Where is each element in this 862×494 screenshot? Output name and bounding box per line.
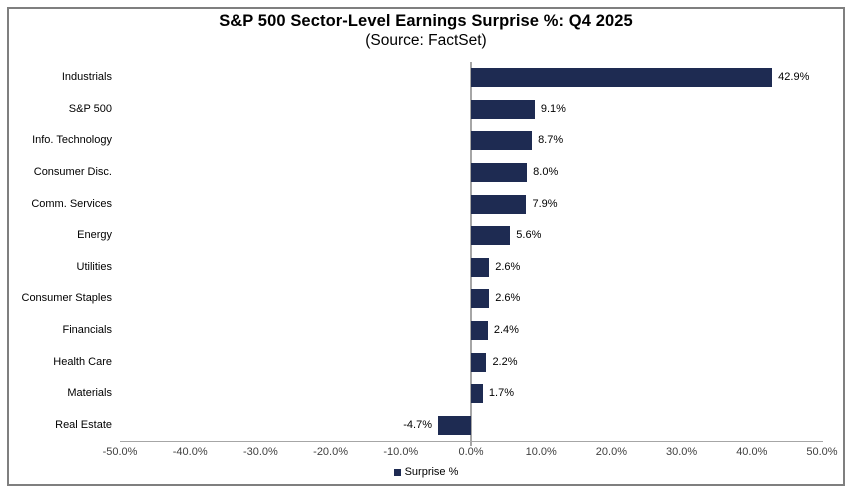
x-tick-label: 30.0% xyxy=(665,446,698,458)
bar xyxy=(471,163,528,183)
x-tick-label: 20.0% xyxy=(595,446,627,458)
value-label: 2.6% xyxy=(495,260,521,273)
value-label: 2.4% xyxy=(493,323,519,336)
bar xyxy=(471,99,535,119)
category-label: Real Estate xyxy=(55,418,112,431)
category-label: Industrials xyxy=(61,71,112,84)
bar xyxy=(471,226,511,246)
value-label: 7.9% xyxy=(532,197,558,210)
chart-title: S&P 500 Sector-Level Earnings Surprise %… xyxy=(219,12,633,30)
x-tick-label: -30.0% xyxy=(242,446,278,458)
category-label: Info. Technology xyxy=(32,134,112,147)
x-tick-label: 50.0% xyxy=(806,446,838,458)
bar xyxy=(471,68,773,88)
category-label: Financials xyxy=(62,323,112,336)
x-tick-label: 10.0% xyxy=(525,446,557,458)
bar xyxy=(471,384,483,404)
category-label: Comm. Services xyxy=(31,197,112,210)
category-label: Consumer Staples xyxy=(21,292,113,305)
category-label: Energy xyxy=(77,229,112,242)
bar xyxy=(471,194,527,214)
value-label: -4.7% xyxy=(403,418,433,431)
x-tick-label: 40.0% xyxy=(736,446,768,458)
value-label: 2.6% xyxy=(495,292,521,305)
bar xyxy=(471,131,533,151)
value-label: 8.7% xyxy=(538,134,564,147)
legend-series-marker-icon xyxy=(393,468,401,476)
category-label: Health Care xyxy=(53,355,112,368)
value-label: 1.7% xyxy=(488,387,514,400)
bar xyxy=(471,289,490,309)
category-label: Materials xyxy=(67,387,112,400)
category-label: Utilities xyxy=(76,260,112,273)
chart-subtitle: (Source: FactSet) xyxy=(365,32,487,49)
value-label: 8.0% xyxy=(533,166,559,179)
category-label: Consumer Disc. xyxy=(33,166,112,179)
zero-gridline xyxy=(470,62,472,446)
value-label: 5.6% xyxy=(516,229,542,242)
legend-series-label: Surprise % xyxy=(404,466,459,478)
category-label: S&P 500 xyxy=(68,102,112,115)
bar xyxy=(471,320,488,340)
x-tick-label: 0.0% xyxy=(458,446,484,458)
value-label: 42.9% xyxy=(778,71,810,84)
x-tick-label: -10.0% xyxy=(383,446,419,458)
x-tick-label: -40.0% xyxy=(172,446,208,458)
legend: Surprise % xyxy=(7,465,845,479)
x-tick-label: -50.0% xyxy=(102,446,138,458)
x-tick-label: -20.0% xyxy=(313,446,349,458)
bar xyxy=(471,352,487,372)
value-label: 9.1% xyxy=(540,102,566,115)
bar xyxy=(438,415,471,435)
value-label: 2.2% xyxy=(492,355,518,368)
bar xyxy=(471,257,490,277)
